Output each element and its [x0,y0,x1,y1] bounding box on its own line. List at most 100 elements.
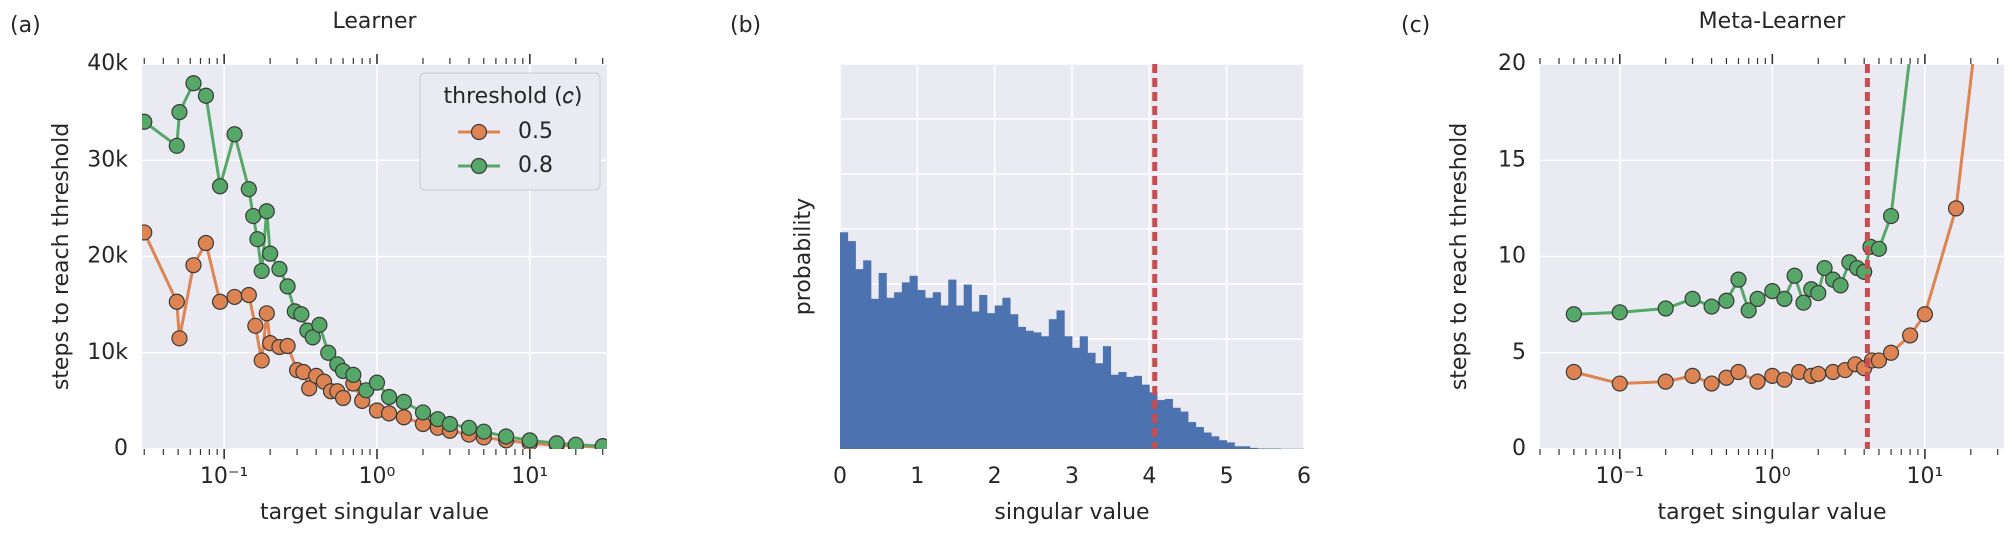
series-marker [185,75,202,92]
histogram-bar [1041,336,1050,449]
series-marker [1684,367,1701,384]
histogram-bar [1056,310,1065,449]
series-marker [240,286,257,304]
histogram-bar [1118,372,1127,449]
legend-title: threshold (𝑐) [444,84,583,109]
histogram-bar [1133,375,1142,449]
series-marker [395,393,412,410]
histogram-bar [1141,384,1150,449]
histogram-bar [1072,347,1081,449]
series-marker [279,278,296,295]
series-marker [247,317,264,334]
histogram-bar [925,297,934,449]
series-marker [301,380,318,397]
histogram-bar [1157,400,1166,449]
histogram-bar [894,292,903,449]
series-marker [168,137,185,154]
panel-label: (b) [730,13,761,38]
series-marker [311,316,328,333]
series-marker [1703,298,1720,315]
series-marker [304,329,321,346]
x-tick-label: 3 [1065,464,1079,489]
x-tick-label: 10¹ [511,464,548,489]
histogram-bar [840,232,849,449]
series-marker [521,432,538,449]
series-marker [1810,365,1827,383]
series-marker [594,438,607,449]
series-marker [142,224,153,241]
series-marker [226,126,243,143]
series-marker [197,87,215,104]
histogram-bar [1195,427,1204,449]
x-tick-label: 2 [988,464,1002,489]
histogram-bar [1002,297,1011,449]
legend-label: 0.8 [518,153,553,178]
series-marker [168,293,185,310]
series-marker [171,330,188,347]
series-marker [262,245,279,262]
histogram-bar [917,290,926,449]
series-marker [475,423,492,440]
histogram-bar [1172,407,1181,449]
series-marker [1657,373,1674,390]
legend-marker [470,123,488,141]
histogram-bar [1234,446,1243,449]
x-tick-label: 10¹ [1906,464,1943,489]
series-marker [460,419,478,436]
series-marker [1749,373,1766,390]
series-marker [142,113,153,130]
series-marker [1776,371,1793,388]
series-marker [1832,277,1849,294]
series-marker [498,428,515,445]
series-marker [1870,352,1888,369]
series-marker [1718,292,1735,309]
chart-title: Learner [332,9,417,34]
y-axis-label: probability [791,198,816,315]
x-axis-label: target singular value [260,500,489,525]
series-marker [1740,302,1757,319]
histogram-bar [1218,440,1228,449]
series-marker [1730,271,1747,288]
histogram-bar [1126,376,1135,449]
series-marker [1882,207,1900,225]
histogram-bar [1087,352,1096,449]
series-marker [1703,375,1720,392]
series-marker [380,388,398,406]
histogram-bar [863,260,872,449]
series-marker [1916,306,1933,323]
legend-box [419,72,601,191]
series-marker [320,344,337,361]
y-tick-label: 40k [87,51,128,76]
series-marker [1730,363,1747,381]
series-marker [197,234,215,252]
series-marker [258,203,275,220]
x-tick-label: 10⁻¹ [1596,464,1644,489]
series-marker [185,257,202,274]
histogram-bar [870,298,880,449]
histogram-bar [971,311,980,449]
series-marker [380,405,398,422]
series-marker [1882,344,1900,361]
histogram-bar [847,241,856,449]
x-tick-label: 10⁰ [359,464,396,489]
series-marker [245,207,262,225]
series-marker [395,409,412,426]
series-marker [1611,375,1628,392]
series-marker [368,374,386,391]
series-marker [279,337,296,355]
series-marker [345,366,362,383]
histogram-bar [1226,442,1235,449]
series-marker [171,104,188,121]
series-marker [441,415,458,433]
series-marker [1870,240,1888,257]
x-tick-label: 4 [1142,464,1156,489]
series-marker [1657,300,1674,317]
series-marker [1611,304,1628,321]
histogram-bar [1033,332,1042,449]
series-marker [1816,259,1833,277]
series-marker [211,293,229,310]
histogram-bar [1164,398,1173,449]
x-tick-label: 0 [833,464,847,489]
series-marker [258,305,275,322]
histogram-bar [1257,448,1266,449]
